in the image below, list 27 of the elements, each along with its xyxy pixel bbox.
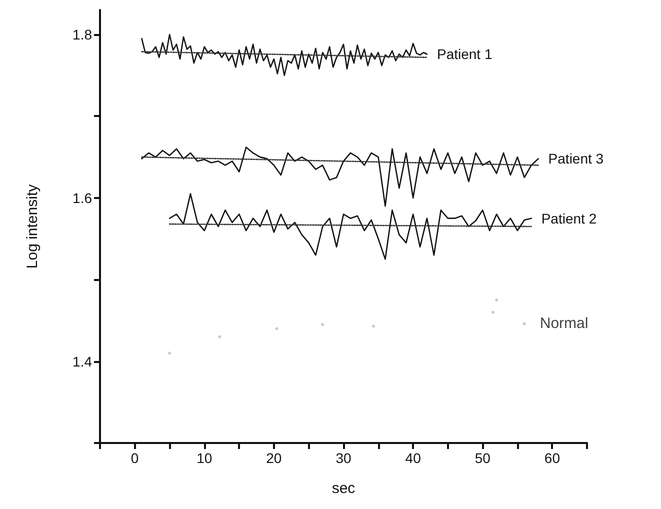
line-series: [141, 34, 428, 76]
x-tick-label: 40: [405, 450, 422, 466]
line-series: [168, 193, 532, 260]
x-tick-label: 50: [474, 450, 491, 466]
point: [321, 323, 324, 326]
x-axis-title: sec: [332, 480, 356, 497]
x-tick-label: 10: [196, 450, 212, 466]
point: [275, 327, 278, 330]
point: [168, 352, 172, 355]
series-label: Patient 3: [548, 150, 604, 167]
y-tick-label: 1.4: [72, 353, 92, 370]
series-label: Patient 2: [541, 210, 597, 226]
x-tick-label: 20: [266, 450, 282, 466]
line-series: [141, 146, 539, 207]
point: [372, 324, 375, 328]
point: [522, 322, 526, 326]
x-tick-label: 30: [336, 450, 352, 466]
point: [492, 310, 495, 314]
y-tick-label: 1.6: [72, 190, 92, 206]
y-axis-title: Log intensity: [24, 184, 41, 269]
series-label: Normal: [540, 315, 588, 332]
series-label: Patient 1: [436, 46, 492, 62]
point: [495, 298, 498, 302]
y-tick-label: 1.8: [72, 26, 92, 43]
x-tick-label: 0: [130, 450, 139, 466]
x-tick-label: 60: [544, 450, 560, 466]
point: [218, 335, 222, 338]
